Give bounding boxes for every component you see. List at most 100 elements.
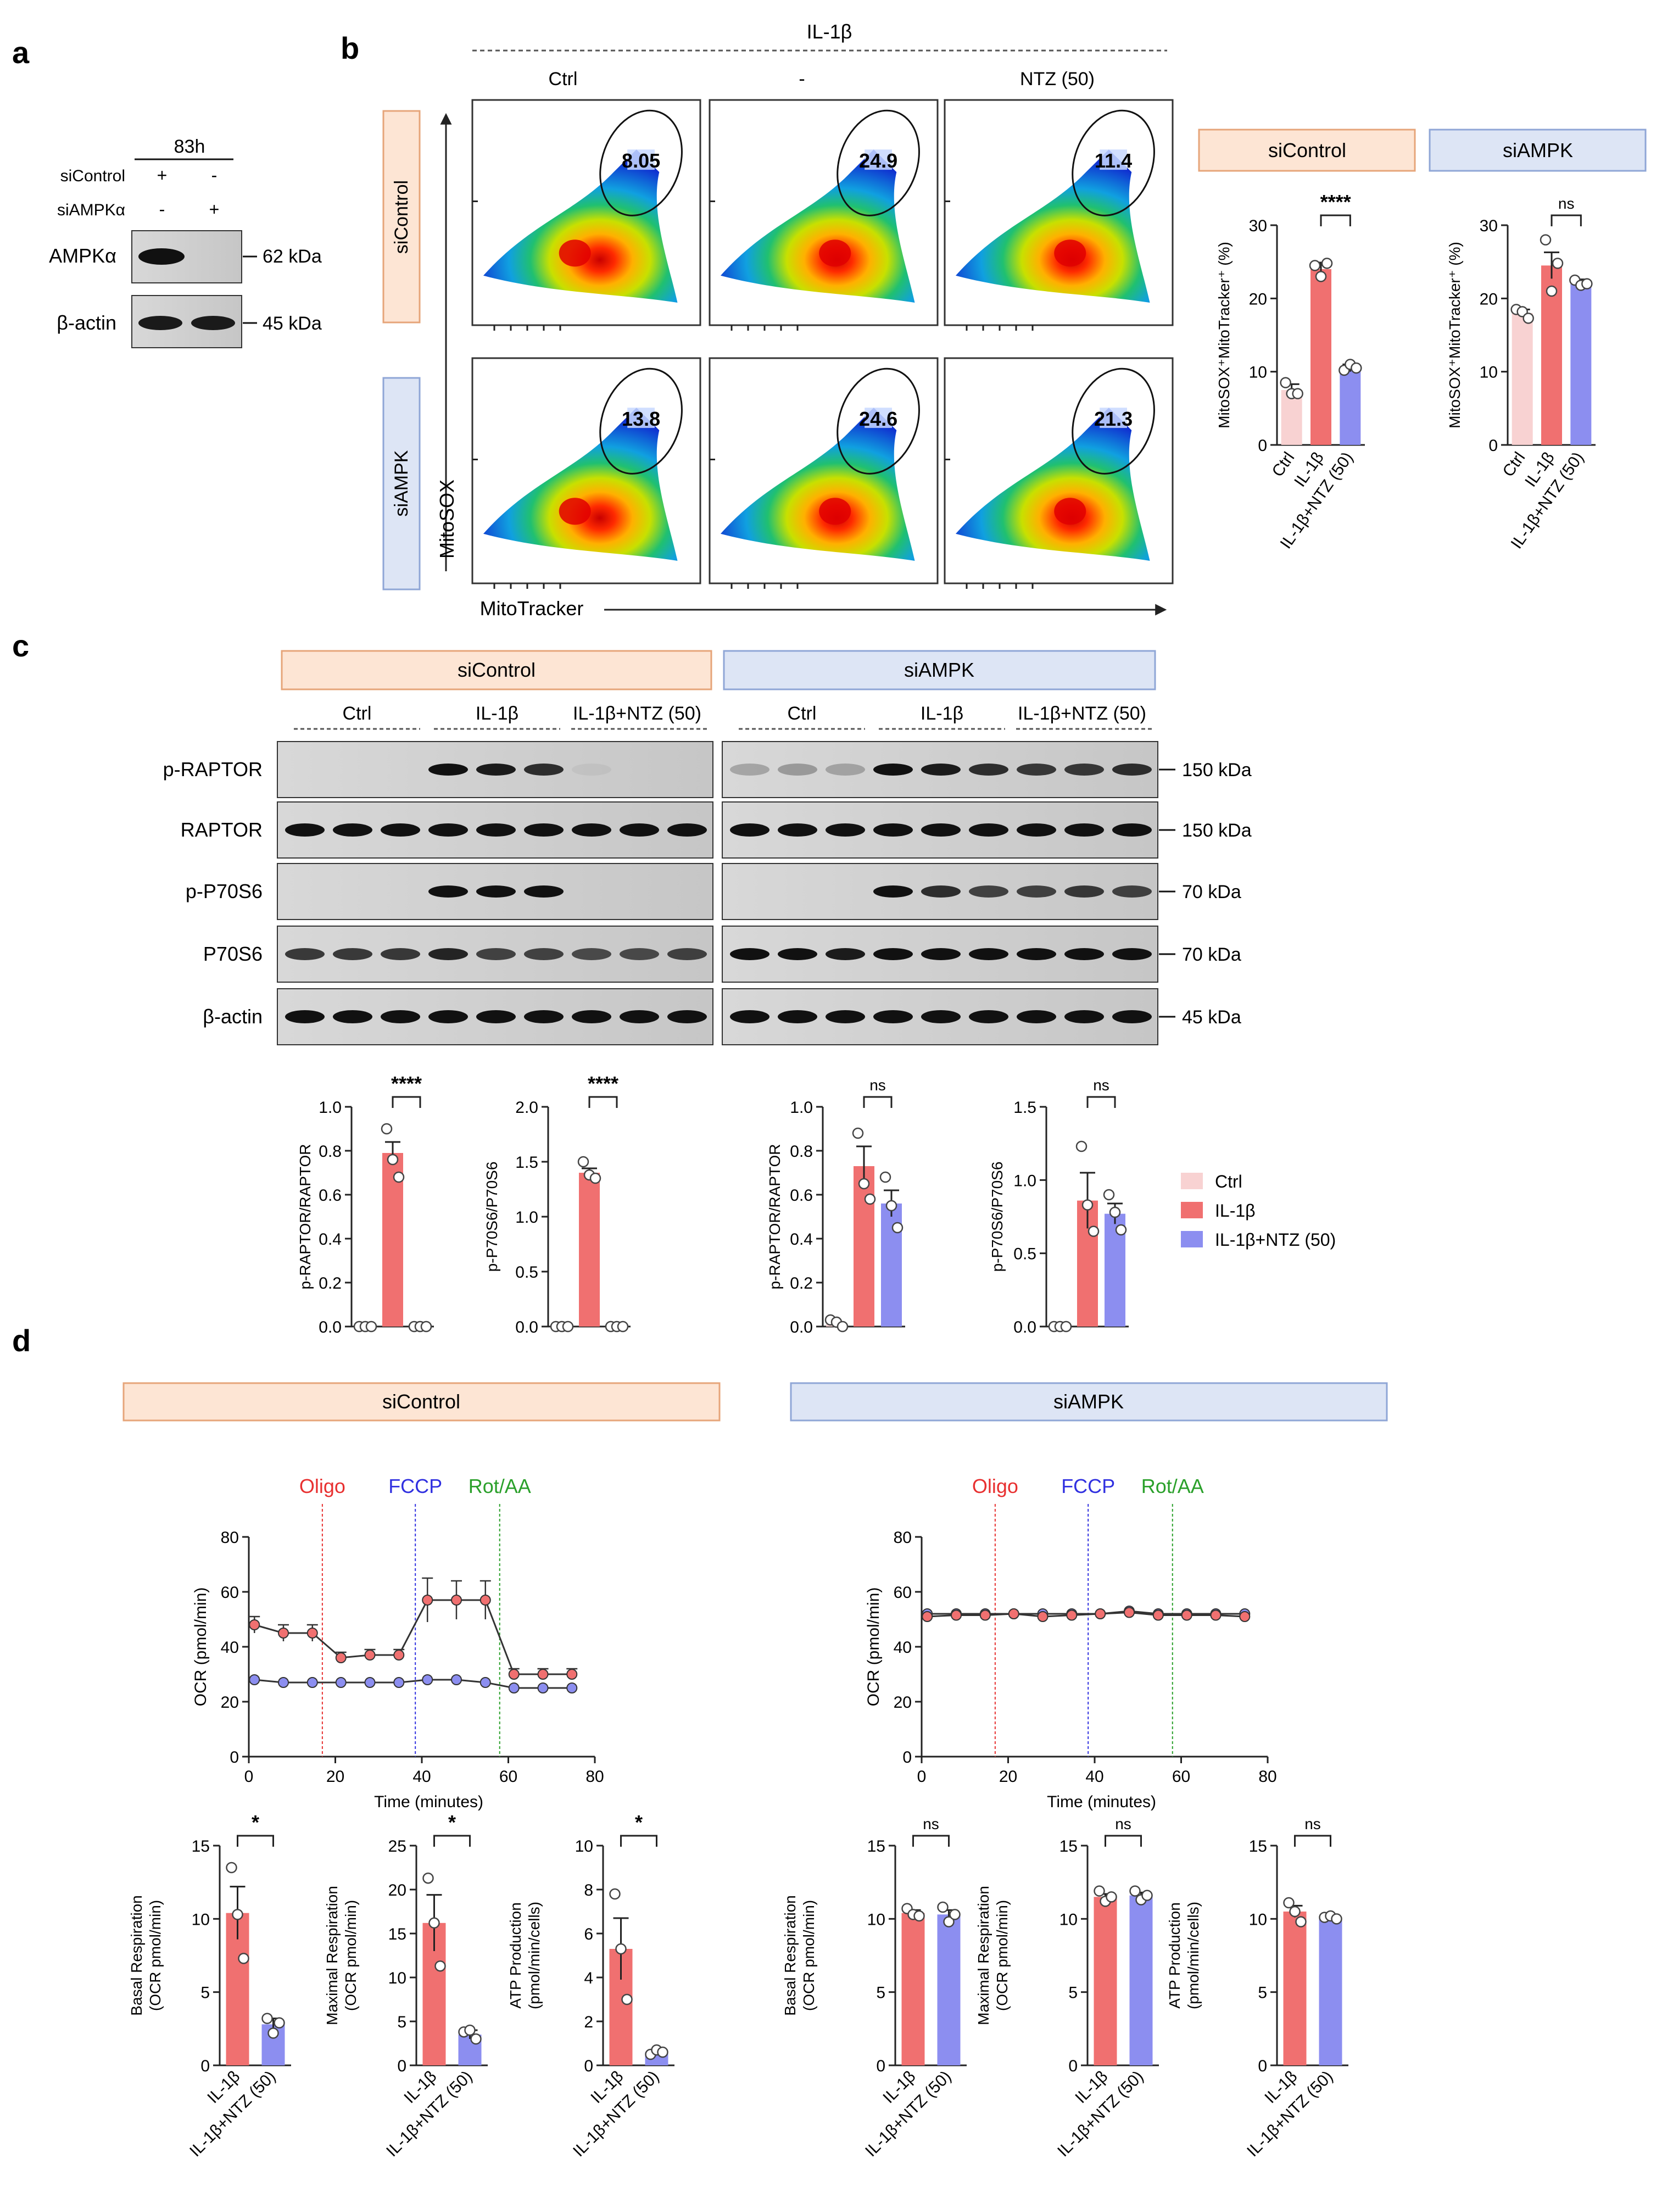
y-tick-label: 4 [584, 1969, 593, 1987]
row-label-flow-siampk: siAMPK [391, 450, 412, 516]
data-point [537, 1682, 549, 1693]
panel-d: siControl siAMPK [122, 1382, 1388, 1422]
blot-band [1064, 764, 1104, 776]
blot-band [778, 823, 817, 837]
blot-band [873, 885, 913, 898]
flow-gate-value: 8.05 [622, 149, 660, 172]
data-point [249, 1674, 260, 1685]
injection-label: FCCP [1061, 1475, 1115, 1497]
kda-ampk: 62 kDa [263, 246, 322, 267]
data-point [226, 1862, 237, 1874]
data-point [566, 1682, 578, 1693]
bar [1570, 283, 1592, 445]
blot-band [476, 1010, 516, 1023]
line-chart-d_siAMPK_ocr: 0 20 40 60 80 0 20 40 60 80 Time (minutes) OCR (pmo… [865, 1475, 1277, 1811]
data-point [852, 1127, 864, 1139]
sig-bracket [1320, 214, 1351, 226]
flow-gate-highlight [865, 149, 892, 170]
data-point [422, 1872, 434, 1884]
flow-plot-r0c2: 11.4 [944, 99, 1174, 331]
blot-row-label: p-RAPTOR [163, 758, 263, 781]
band-actin-lane2 [191, 316, 235, 330]
y-tick-label: 0.5 [1013, 1245, 1036, 1263]
legend-swatch-ntz [1181, 1231, 1203, 1247]
data-point [1280, 377, 1291, 388]
y-axis-label: (pmol/min/cells) [526, 1902, 543, 2009]
data-point [879, 1171, 891, 1183]
flow-gate-highlight [627, 149, 655, 170]
y-tick-label: 1.0 [515, 1208, 538, 1227]
blot-row-label: p-P70S6 [186, 880, 263, 902]
y-tick-label: 0 [902, 1748, 912, 1767]
kda-label: 70 kDa [1182, 882, 1241, 902]
data-point [864, 1193, 876, 1205]
bar [901, 1913, 925, 2065]
y-axis-label: MitoSOX⁺MitoTracker⁺ (%) [1446, 242, 1463, 428]
line-chart-d_siControl_ocr: 0 20 40 60 80 0 20 40 60 80 Time (minutes) OCR (pmo… [192, 1475, 604, 1811]
bar [854, 1166, 874, 1327]
bar [1283, 1912, 1307, 2065]
blot-band [921, 823, 961, 837]
bar-header-siampk [1429, 129, 1647, 172]
blot-band [826, 823, 865, 837]
data-point [1060, 1320, 1072, 1333]
bar-chart-c_raptor_siControl: 0.00.20.40.60.81.0p-RAPTOR/RAPTORCtrlIL-… [297, 1072, 434, 1336]
data-point [615, 1943, 627, 1955]
blot-band [572, 764, 611, 776]
bar-chart-d_max_siControl: 0 5 10 15 20 25 Maximal Respiration (OCR pmol/m… [324, 1811, 488, 2160]
mark-sicontrol-2: - [211, 165, 218, 185]
flow-gate-highlight [1100, 408, 1127, 428]
data-point [393, 1171, 405, 1183]
sig-label: ns [1115, 1815, 1131, 1832]
mark-siampk-1: - [159, 199, 165, 219]
sig-bracket [1086, 1096, 1116, 1108]
y-tick-label: 20 [894, 1693, 912, 1712]
data-point [609, 1888, 621, 1900]
data-point [238, 1953, 249, 1964]
blot-band [333, 948, 372, 960]
data-point [1124, 1607, 1135, 1618]
y-tick-label: 0.4 [319, 1230, 342, 1249]
bar-title-sicontrol: siControl [1268, 139, 1346, 161]
blot-row-label: RAPTOR [181, 818, 263, 841]
data-point [1008, 1608, 1019, 1619]
y-tick-label: 40 [221, 1639, 239, 1657]
sig-label: * [252, 1811, 259, 1834]
blot-band [476, 823, 516, 837]
data-point [949, 1909, 961, 1920]
blot-band [667, 1010, 707, 1023]
y-tick-label: 0 [1258, 2057, 1267, 2075]
flow-gate-highlight [627, 408, 655, 428]
injection-label: Oligo [299, 1475, 345, 1497]
group-box-siampk-d [790, 1382, 1388, 1422]
blot-band [333, 1010, 372, 1023]
blot-time-label: 83h [174, 136, 205, 157]
data-point [657, 2046, 668, 2058]
data-point [306, 1677, 318, 1688]
y-tick-label: 0.0 [1013, 1318, 1036, 1336]
y-tick-label: 0.5 [515, 1263, 538, 1281]
data-point [508, 1682, 520, 1693]
sig-label: * [635, 1811, 643, 1834]
data-point [951, 1609, 962, 1621]
y-tick-label: 10 [192, 1910, 210, 1929]
panel-b: IL-1β Ctrl - NTZ (50) siControl siAMPK M… [382, 20, 1647, 620]
flow-col-il1b: - [799, 69, 805, 90]
blot-row-label: β-actin [203, 1005, 263, 1028]
y-tick-label: 0.0 [515, 1318, 538, 1336]
blot-band [1064, 948, 1104, 960]
flow-density-core [1054, 239, 1086, 267]
y-tick-label: 0 [230, 1748, 239, 1767]
flow-col-ntz: NTZ (50) [1020, 69, 1095, 90]
y-tick-label: 6 [584, 1925, 593, 1943]
x-tick-label: 0 [917, 1768, 927, 1786]
y-tick-label: 0.6 [319, 1186, 342, 1205]
blot-band [428, 764, 468, 776]
data-point [1115, 1224, 1127, 1236]
y-tick-label: 2 [584, 2013, 593, 2031]
y-tick-label: 10 [1480, 364, 1498, 382]
sig-bracket [588, 1096, 618, 1108]
